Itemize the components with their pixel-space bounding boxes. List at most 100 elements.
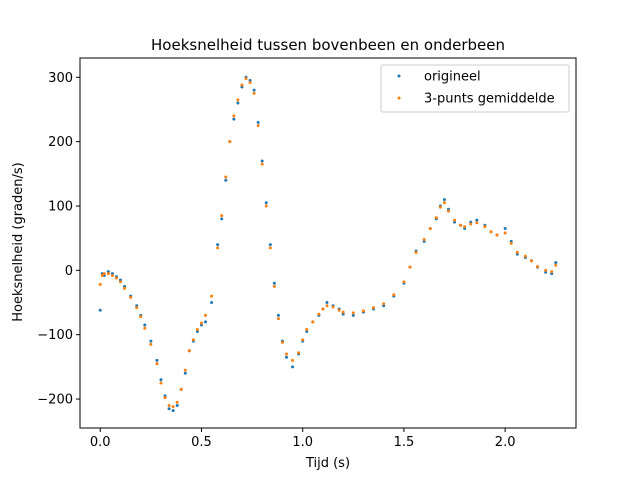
series-2-point [446, 209, 450, 213]
series-2-point [204, 313, 208, 317]
series-2-point [175, 400, 179, 404]
series-2-point [135, 306, 139, 310]
series-2-point [155, 362, 159, 366]
series-1-point [272, 281, 276, 285]
series-2-point [216, 246, 220, 250]
series-2-point [422, 237, 426, 241]
series-1-point [210, 301, 214, 305]
series-2-point [159, 381, 163, 385]
series-2-point [351, 311, 355, 315]
series-2-point [240, 83, 244, 87]
series-2-point [402, 280, 406, 284]
series-1-point [149, 339, 153, 343]
series-1-point [224, 178, 228, 182]
series-2-points [98, 77, 558, 409]
series-2-point [408, 265, 412, 269]
series-2-point [143, 326, 147, 330]
x-tick-label: 1.0 [292, 435, 313, 450]
series-2-point [228, 140, 232, 144]
legend-label-2: 3-punts gemiddelde [424, 92, 555, 107]
series-2-point [341, 310, 345, 314]
series-1-point [175, 403, 179, 407]
series-1-point [554, 261, 558, 265]
y-tick-label: −200 [37, 393, 73, 408]
series-2-point [232, 114, 236, 118]
series-2-point [139, 315, 143, 319]
legend-box [380, 64, 570, 113]
series-2-point [301, 338, 305, 342]
series-2-point [414, 250, 418, 254]
series-1-point [276, 313, 280, 317]
series-2-point [483, 225, 487, 229]
series-2-point [244, 77, 248, 81]
series-2-point [459, 223, 463, 227]
series-2-point [509, 241, 513, 245]
series-2-point [220, 214, 224, 218]
series-2-point [268, 246, 272, 250]
series-2-point [256, 124, 260, 128]
series-1-point [159, 378, 163, 382]
series-2-point [523, 254, 527, 258]
series-2-point [191, 338, 195, 342]
series-2-point [321, 307, 325, 311]
series-2-point [463, 225, 467, 229]
series-1-point [291, 365, 295, 369]
series-2-point [167, 403, 171, 407]
series-2-point [372, 306, 376, 310]
series-2-point [276, 317, 280, 321]
legend-marker-2 [397, 96, 401, 100]
series-2-point [489, 230, 493, 234]
legend: origineel 3-punts gemiddelde [380, 64, 570, 113]
series-2-point [199, 321, 203, 325]
series-1-point [216, 243, 220, 247]
series-1-point [325, 301, 329, 305]
series-2-point [106, 272, 110, 276]
series-1-point [503, 227, 507, 231]
series-2-point [149, 342, 153, 346]
series-2-point [554, 263, 558, 267]
series-2-point [123, 286, 127, 290]
series-2-point [337, 308, 341, 312]
series-1-point [98, 308, 102, 312]
x-tick-label: 0.0 [90, 435, 111, 450]
series-1-point [232, 117, 236, 121]
series-1-point [256, 120, 260, 124]
series-2-point [331, 305, 335, 309]
chart-title: Hoeksnelheid tussen bovenbeen en onderbe… [151, 36, 505, 54]
y-tick-label: 200 [48, 135, 73, 150]
series-2-point [195, 328, 199, 332]
series-1-point [475, 218, 479, 222]
series-1-point [236, 101, 240, 105]
axis-ticks: 0.0 0.5 1.0 1.5 2.0 −200 −100 0 100 200 300 [37, 71, 515, 450]
series-2-point [311, 320, 315, 324]
series-2-point [129, 295, 133, 299]
plot-frame [79, 57, 577, 429]
series-2-point [428, 227, 432, 231]
series-1-point [220, 217, 224, 221]
y-tick-label: −100 [37, 328, 73, 343]
data-points [98, 75, 558, 413]
x-tick-label: 1.5 [394, 435, 415, 450]
y-tick-label: 100 [48, 200, 73, 215]
series-2-point [171, 405, 175, 409]
series-2-point [236, 98, 240, 102]
series-2-point [529, 259, 533, 263]
series-1-point [285, 355, 288, 359]
series-2-point [252, 91, 256, 95]
series-2-point [453, 218, 457, 222]
series-2-point [305, 328, 309, 332]
series-1-point [155, 358, 159, 362]
series-2-point [475, 221, 479, 225]
series-2-point [503, 231, 507, 235]
y-tick-label: 300 [48, 71, 73, 86]
series-1-point [260, 159, 264, 163]
series-2-point [438, 205, 442, 209]
series-2-point [118, 280, 122, 284]
series-1-point [442, 198, 446, 202]
series-2-point [495, 233, 499, 237]
series-2-point [98, 283, 102, 286]
series-1-point [264, 201, 268, 205]
series-2-point [469, 222, 473, 226]
series-2-point [110, 274, 114, 277]
